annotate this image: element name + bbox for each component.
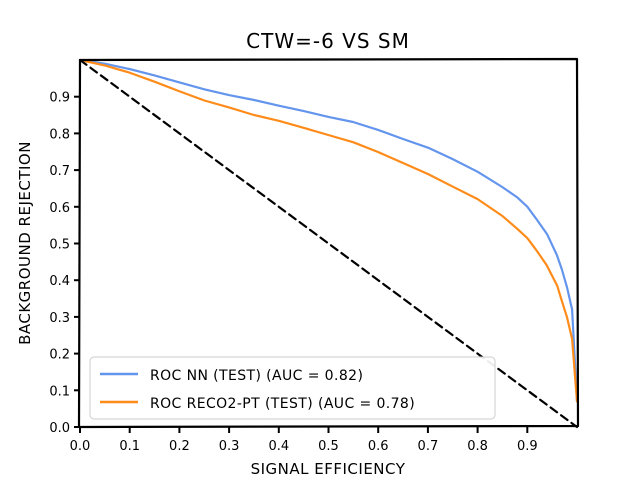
x-tick-label: 0.3 (219, 439, 240, 454)
y-tick-label: 0.7 (49, 164, 70, 179)
x-tick-label: 0.7 (418, 439, 439, 454)
y-tick-label: 0.8 (49, 127, 70, 142)
y-tick-label: 0.3 (49, 311, 70, 326)
chart-title: CTW=-6 VS SM (246, 29, 410, 53)
y-tick-label: 0.2 (49, 348, 70, 363)
ticks-layer: 0.0 0.1 0.2 0.3 0.4 0.5 0.6 0.7 0.8 0.9 0.0 0.1 0.2 0… (49, 91, 537, 454)
x-tick-label: 0.6 (368, 439, 389, 454)
y-tick-label: 0.0 (49, 421, 70, 436)
y-tick-label: 0.1 (49, 384, 70, 399)
x-tick-label: 0.9 (517, 439, 538, 454)
x-tick-label: 0.8 (467, 439, 488, 454)
x-tick-label: 0.5 (318, 439, 339, 454)
x-tick-label: 0.1 (119, 439, 140, 454)
x-axis-label: SIGNAL EFFICIENCY (251, 460, 406, 478)
plot-frame (77, 57, 580, 429)
y-tick-label: 0.6 (49, 201, 70, 216)
legend-label-nn: ROC NN (TEST) (AUC = 0.82) (150, 368, 363, 384)
legend-label-reco2pt: ROC RECO2-PT (TEST) (AUC = 0.78) (150, 396, 415, 412)
legend: ROC NN (TEST) (AUC = 0.82) ROC RECO2-PT … (89, 356, 496, 420)
x-tick-label: 0.4 (268, 439, 289, 454)
y-tick-label: 0.4 (49, 274, 70, 289)
y-axis-label: BACKGROUND REJECTION (16, 141, 34, 345)
x-tick-label: 0.2 (169, 439, 190, 454)
roc-nn-line (78, 58, 579, 403)
roc-reco2pt-line (78, 58, 579, 403)
y-tick-label: 0.5 (49, 238, 70, 253)
legend-box (89, 356, 496, 420)
y-tick-label: 0.9 (49, 91, 70, 106)
x-tick-label: 0.0 (70, 439, 91, 454)
